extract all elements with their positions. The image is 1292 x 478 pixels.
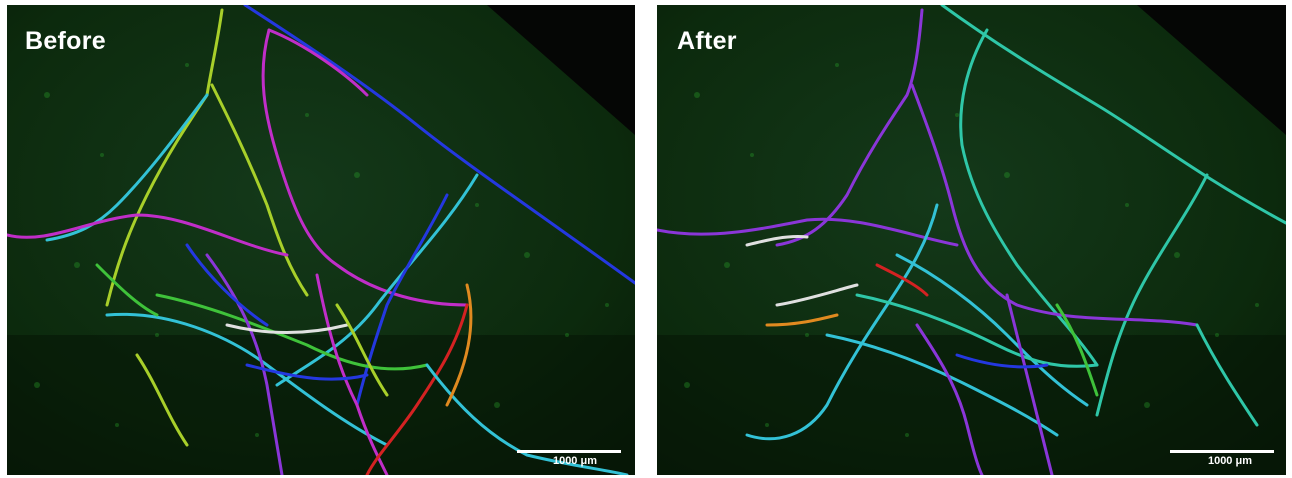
before-label: Before [25,27,106,55]
scale-bar-label: 1000 μm [552,455,597,467]
after-label: After [677,27,737,55]
scale-bar [517,450,621,453]
scale-bar [1170,450,1274,453]
scale-bar-label: 1000 μm [1207,455,1252,467]
before-panel: Before 1000 μm [7,5,635,475]
after-panel: After 1000 μm [657,5,1286,475]
before-image [7,5,635,475]
after-image [657,5,1286,475]
